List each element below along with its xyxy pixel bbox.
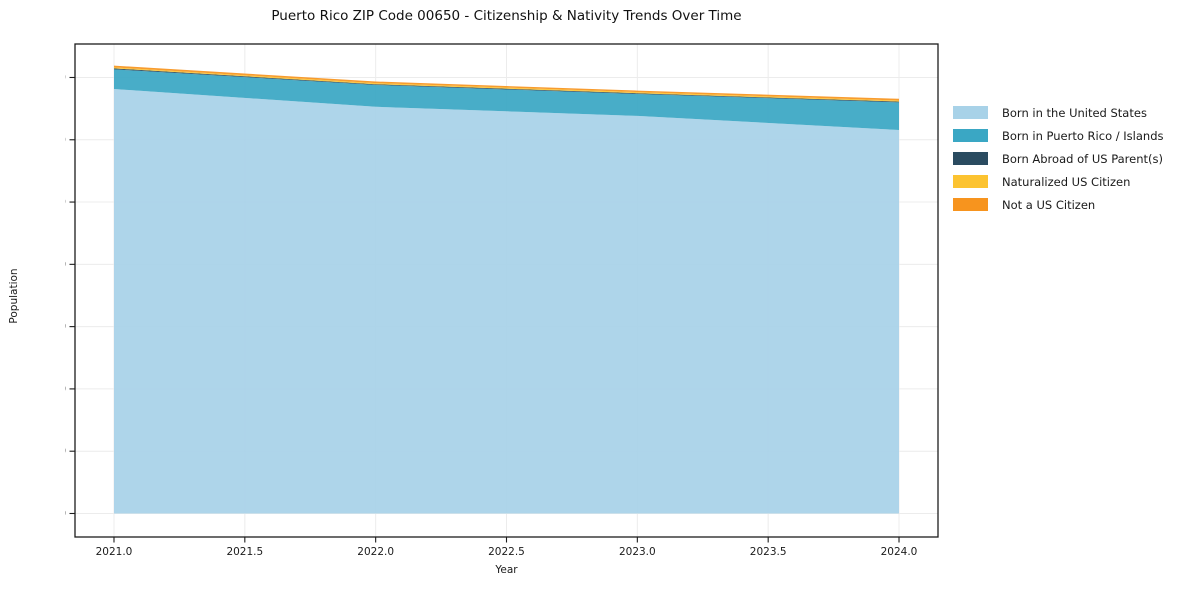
legend-label: Naturalized US Citizen (1002, 174, 1131, 189)
legend-swatch-born-pr (953, 129, 988, 142)
legend-item-not-citizen: Not a US Citizen (953, 197, 1164, 212)
legend-item-born-us: Born in the United States (953, 105, 1164, 120)
legend-label: Not a US Citizen (1002, 197, 1096, 212)
legend-swatch-born-us (953, 106, 988, 119)
legend-item-born-abroad: Born Abroad of US Parent(s) (953, 151, 1164, 166)
stacked-areas (114, 65, 899, 514)
legend-label: Born in the United States (1002, 105, 1147, 120)
legend-item-naturalized: Naturalized US Citizen (953, 174, 1164, 189)
tick-label: 12,000 (65, 134, 66, 146)
legend-label: Born in Puerto Rico / Islands (1002, 128, 1164, 143)
plot-area: 0 2,000 4,000 6,000 8,000 10,000 12,000 14,000 2… (65, 43, 939, 558)
tick-label: 2,000 (65, 446, 66, 458)
legend-item-born-pr: Born in Puerto Rico / Islands (953, 128, 1164, 143)
tick-label: 6,000 (65, 321, 66, 333)
tick-labels: 0 2,000 4,000 6,000 8,000 10,000 12,000 14,000 2… (65, 72, 917, 558)
legend-label: Born Abroad of US Parent(s) (1002, 151, 1163, 166)
tick-label: 0 (65, 508, 66, 520)
x-axis-label: Year (495, 564, 518, 576)
tick-label: 2023.0 (619, 546, 656, 558)
tick-label: 2022.0 (357, 546, 394, 558)
tick-label: 4,000 (65, 383, 66, 395)
tick-label: 2021.5 (226, 546, 263, 558)
tick-label: 10,000 (65, 197, 66, 209)
area-series-0 (114, 89, 899, 514)
legend-swatch-not-citizen (953, 198, 988, 211)
legend-swatch-naturalized (953, 175, 988, 188)
area-series-1 (114, 69, 899, 130)
tick-marks (69, 76, 900, 543)
tick-label: 2022.5 (488, 546, 525, 558)
chart-title: Puerto Rico ZIP Code 00650 - Citizenship… (271, 8, 742, 24)
legend: Born in the United States Born in Puerto… (953, 105, 1164, 212)
tick-label: 2021.0 (96, 546, 133, 558)
tick-label: 2024.0 (881, 546, 918, 558)
tick-label: 14,000 (65, 72, 66, 84)
y-axis-label: Population (8, 268, 20, 324)
tick-label: 8,000 (65, 259, 66, 271)
tick-label: 2023.5 (750, 546, 787, 558)
area-series-3 (114, 67, 899, 102)
legend-swatch-born-abroad (953, 152, 988, 165)
area-series-4 (114, 65, 899, 101)
